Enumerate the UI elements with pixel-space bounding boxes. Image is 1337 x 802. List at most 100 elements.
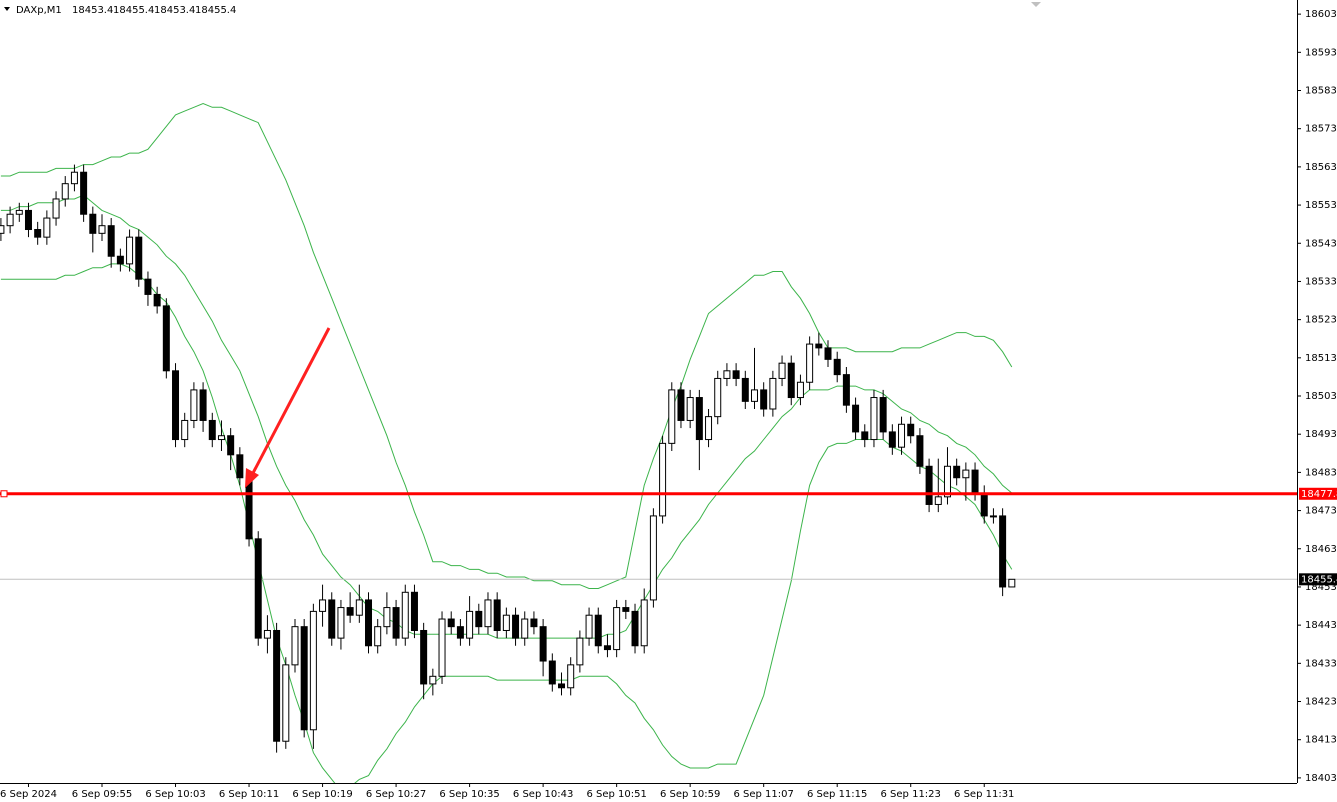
candle-body: [548, 660, 556, 685]
x-tick-label: 6 Sep 10:19: [292, 789, 352, 800]
candle-body: [640, 599, 648, 647]
level-handle: [0, 490, 8, 498]
candle-body: [989, 515, 997, 518]
x-tick-label: 6 Sep 11:07: [733, 789, 793, 800]
candle-body: [714, 377, 722, 418]
candle-body: [80, 171, 88, 215]
candle-body: [365, 599, 373, 647]
y-tick-label: 18513.4: [1305, 353, 1337, 364]
candle-body: [521, 618, 529, 639]
candle-body: [61, 183, 69, 200]
candle-body: [447, 618, 455, 628]
candle-body: [898, 423, 906, 448]
candle-body: [741, 377, 749, 402]
candle-body: [962, 469, 970, 479]
candle-body: [539, 626, 547, 662]
candle-body: [273, 629, 281, 742]
candle-body: [254, 538, 262, 639]
candle-body: [631, 610, 639, 647]
candle-body: [438, 618, 446, 677]
candle-body: [300, 626, 308, 731]
header-high: 18455.4: [113, 5, 154, 16]
candle-body: [824, 347, 832, 360]
candle-body: [723, 370, 731, 379]
candle-body: [456, 626, 464, 639]
y-tick-label: 18413.4: [1305, 735, 1337, 746]
candle-body: [162, 305, 170, 372]
y-tick-label: 18403.4: [1305, 773, 1337, 784]
level-label-box: [1299, 487, 1337, 500]
arrow-head: [245, 468, 259, 488]
x-tick-label: 6 Sep 10:59: [660, 789, 720, 800]
candle-body: [760, 389, 768, 410]
y-tick-label: 18583.4: [1305, 86, 1337, 97]
candle-body: [594, 614, 602, 647]
y-tick-label: 18473.4: [1305, 506, 1337, 517]
plot-area: [0, 102, 1297, 783]
x-tick-label: 6 Sep 11:23: [881, 789, 941, 800]
x-tick-label: 6 Sep 10:27: [366, 789, 426, 800]
candle-body: [695, 397, 703, 441]
y-tick-label: 18603.4: [1305, 9, 1337, 20]
candle-body: [190, 389, 198, 421]
candle-body: [815, 343, 823, 349]
x-tick-label: 6 Sep 10:51: [586, 789, 646, 800]
header: DAXp,M1 18453.4 18455.4 18453.4 18455.4: [4, 5, 236, 16]
x-tick-label: 6 Sep 10:03: [145, 789, 205, 800]
bid-label-box: [1299, 573, 1337, 586]
candle-body: [144, 278, 152, 295]
header-open: 18453.4: [72, 5, 113, 16]
bollinger-upper-band: [0, 102, 1013, 589]
candle-body: [585, 614, 593, 639]
y-tick-label: 18423.4: [1305, 697, 1337, 708]
candle-body: [953, 465, 961, 479]
candle-body: [796, 381, 804, 399]
candle-body: [888, 431, 896, 448]
candle-body: [126, 236, 134, 265]
candle-body: [43, 217, 51, 238]
y-tick-label: 18433.4: [1305, 658, 1337, 669]
bid-label: 18455.4: [1301, 574, 1337, 585]
candle-body: [15, 209, 23, 215]
x-tick-label: 6 Sep 10:43: [513, 789, 573, 800]
candle-body: [907, 423, 915, 437]
candle-body: [971, 469, 979, 494]
candle-body: [392, 607, 400, 639]
candle-body: [199, 389, 207, 421]
candle-body: [943, 465, 951, 498]
candle-body: [659, 442, 667, 517]
candle-body: [346, 607, 354, 616]
candle-body: [374, 626, 382, 647]
candle-body: [750, 389, 758, 402]
y-tick-label: 18503.4: [1305, 391, 1337, 402]
arrow-shaft: [250, 327, 331, 476]
y-tick-label: 18483.4: [1305, 467, 1337, 478]
candle-body: [999, 515, 1007, 588]
candle-body: [934, 496, 942, 505]
candle-body: [769, 377, 777, 410]
y-tick-label: 18443.4: [1305, 620, 1337, 631]
candle-body: [787, 362, 795, 399]
candle-body: [732, 370, 740, 379]
y-tick-label: 18493.4: [1305, 429, 1337, 440]
y-tick-label: 18453.4: [1305, 582, 1337, 593]
candle-body: [282, 664, 290, 742]
candle-body: [328, 599, 336, 639]
x-tick-label: 6 Sep 10:35: [439, 789, 499, 800]
candle-body: [668, 389, 676, 444]
candle-body: [181, 419, 189, 441]
candle-body: [512, 614, 520, 639]
candle-body: [410, 591, 418, 631]
candle-body: [0, 225, 5, 234]
candle-body: [493, 599, 501, 631]
candle-body: [861, 431, 869, 441]
candle-body: [778, 362, 786, 379]
candle-body: [576, 637, 584, 666]
candle-body: [208, 419, 216, 441]
candle-body: [567, 664, 575, 689]
candle-body: [291, 626, 299, 666]
candle-body: [420, 629, 428, 685]
candle-body: [852, 404, 860, 433]
candle-body: [558, 683, 565, 689]
